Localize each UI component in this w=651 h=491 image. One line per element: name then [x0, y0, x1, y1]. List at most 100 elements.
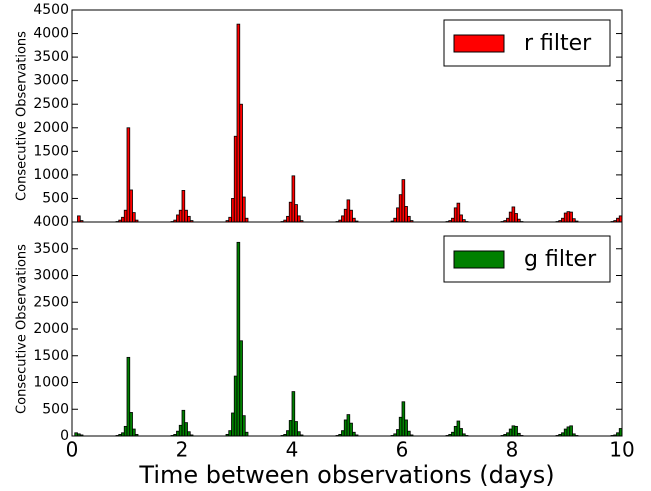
legend-swatch [453, 34, 505, 53]
bar [244, 431, 249, 437]
y-tick-label: 500 [42, 401, 69, 417]
bar [563, 428, 568, 437]
bar [459, 214, 463, 223]
bar [352, 431, 356, 437]
bar [514, 213, 518, 223]
bar [288, 201, 293, 223]
bar [231, 412, 235, 437]
bar [396, 207, 400, 223]
y-tick-label: 3000 [33, 268, 69, 284]
bar [407, 430, 411, 437]
bar [453, 207, 458, 223]
bar [132, 212, 136, 223]
x-tick-label: 10 [609, 438, 634, 462]
y-tick-label: 2500 [33, 96, 69, 112]
bar [123, 209, 128, 223]
bar [506, 217, 510, 223]
bar [121, 216, 125, 223]
bar [401, 179, 406, 223]
y-tick-label: 1500 [33, 348, 69, 364]
y-tick-label: 2500 [33, 294, 69, 310]
bar [349, 422, 353, 437]
bar [563, 212, 568, 223]
y-tick-label: 500 [42, 190, 69, 206]
bar [233, 375, 238, 437]
bar [231, 198, 235, 223]
bar [569, 425, 573, 437]
bar [123, 425, 128, 437]
bar [341, 215, 345, 223]
bar [286, 215, 290, 223]
legend-label: g filter [524, 247, 597, 272]
bar [343, 419, 348, 437]
bar [181, 190, 186, 223]
bar [393, 217, 397, 223]
bar [77, 215, 81, 223]
bar [343, 208, 348, 223]
bar [514, 425, 518, 437]
bar [453, 425, 458, 437]
y-axis-label: Consecutive Observations [15, 244, 30, 414]
y-tick-label: 4000 [33, 214, 69, 230]
y-tick-label: 3500 [33, 241, 69, 257]
bar [569, 211, 573, 223]
bar [566, 211, 571, 223]
bar [184, 209, 188, 223]
bar [228, 216, 232, 223]
x-tick-label: 4 [286, 438, 299, 462]
bar [451, 431, 455, 437]
bar [297, 431, 301, 437]
legend-label: r filter [524, 31, 592, 56]
bar [291, 175, 296, 223]
bar [176, 430, 180, 437]
x-tick-label: 6 [396, 438, 409, 462]
bar [561, 217, 565, 223]
bar [291, 391, 296, 437]
bar [349, 209, 353, 223]
bar [508, 211, 513, 223]
bar [129, 189, 133, 223]
bar [297, 215, 301, 223]
bar [233, 135, 238, 223]
bar [451, 217, 455, 223]
bar [187, 215, 191, 223]
x-tick-label: 0 [66, 438, 79, 462]
bar [346, 414, 351, 437]
bar [404, 206, 408, 223]
bar [294, 421, 298, 437]
y-tick-label: 2000 [33, 120, 69, 136]
bar [236, 23, 241, 223]
bar [396, 429, 400, 437]
y-tick-label: 0 [60, 428, 69, 444]
bar [242, 415, 246, 437]
plot-frame [71, 221, 623, 437]
bar [341, 430, 345, 437]
y-tick-label: 3000 [33, 73, 69, 89]
y-tick-label: 4500 [33, 2, 69, 18]
bar [239, 340, 243, 437]
bar [511, 206, 516, 223]
bar [404, 419, 408, 437]
bar [228, 430, 232, 437]
bar [132, 428, 136, 437]
bar [566, 426, 571, 437]
bar [178, 209, 183, 223]
y-tick-label: 1000 [33, 167, 69, 183]
bar [459, 428, 463, 437]
bar [236, 241, 241, 437]
bar [407, 215, 411, 223]
bar [286, 430, 290, 437]
y-tick-label: 3500 [33, 49, 69, 65]
bar [242, 196, 246, 223]
bar [129, 412, 133, 437]
bar [187, 431, 191, 437]
y-tick-label: 2000 [33, 321, 69, 337]
bar [456, 420, 461, 437]
bar [616, 217, 620, 223]
y-axis-label: Consecutive Observations [15, 31, 30, 201]
bar [244, 217, 249, 223]
x-tick-label: 2 [176, 438, 189, 462]
bar [346, 199, 351, 223]
y-tick-label: 1500 [33, 143, 69, 159]
